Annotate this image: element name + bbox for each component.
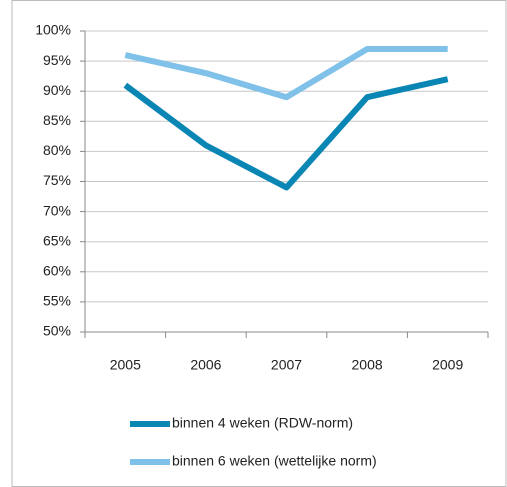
x-tick-label: 2006 bbox=[190, 357, 221, 373]
x-tick-label: 2005 bbox=[110, 357, 141, 373]
frame bbox=[11, 0, 507, 487]
y-tick-label: 60% bbox=[43, 263, 71, 279]
series-line bbox=[123, 76, 449, 191]
y-tick-label: 85% bbox=[43, 112, 71, 128]
y-tick-label: 55% bbox=[43, 293, 71, 309]
y-tick-label: 90% bbox=[43, 82, 71, 98]
y-tick-label: 80% bbox=[43, 142, 71, 158]
series-line bbox=[124, 46, 448, 101]
legend-label: binnen 4 weken (RDW-norm) bbox=[172, 415, 353, 431]
y-tick-label: 100% bbox=[35, 22, 71, 38]
y-tick-label: 95% bbox=[43, 52, 71, 68]
y-tick-label: 70% bbox=[43, 202, 71, 218]
x-tick-label: 2009 bbox=[432, 357, 463, 373]
x-tick-label: 2008 bbox=[352, 357, 383, 373]
x-tick-label: 2007 bbox=[271, 357, 302, 373]
y-tick-label: 65% bbox=[43, 232, 71, 248]
y-tick-label: 75% bbox=[43, 172, 71, 188]
legend-label: binnen 6 weken (wettelijke norm) bbox=[172, 453, 377, 469]
y-tick-label: 50% bbox=[43, 323, 71, 339]
